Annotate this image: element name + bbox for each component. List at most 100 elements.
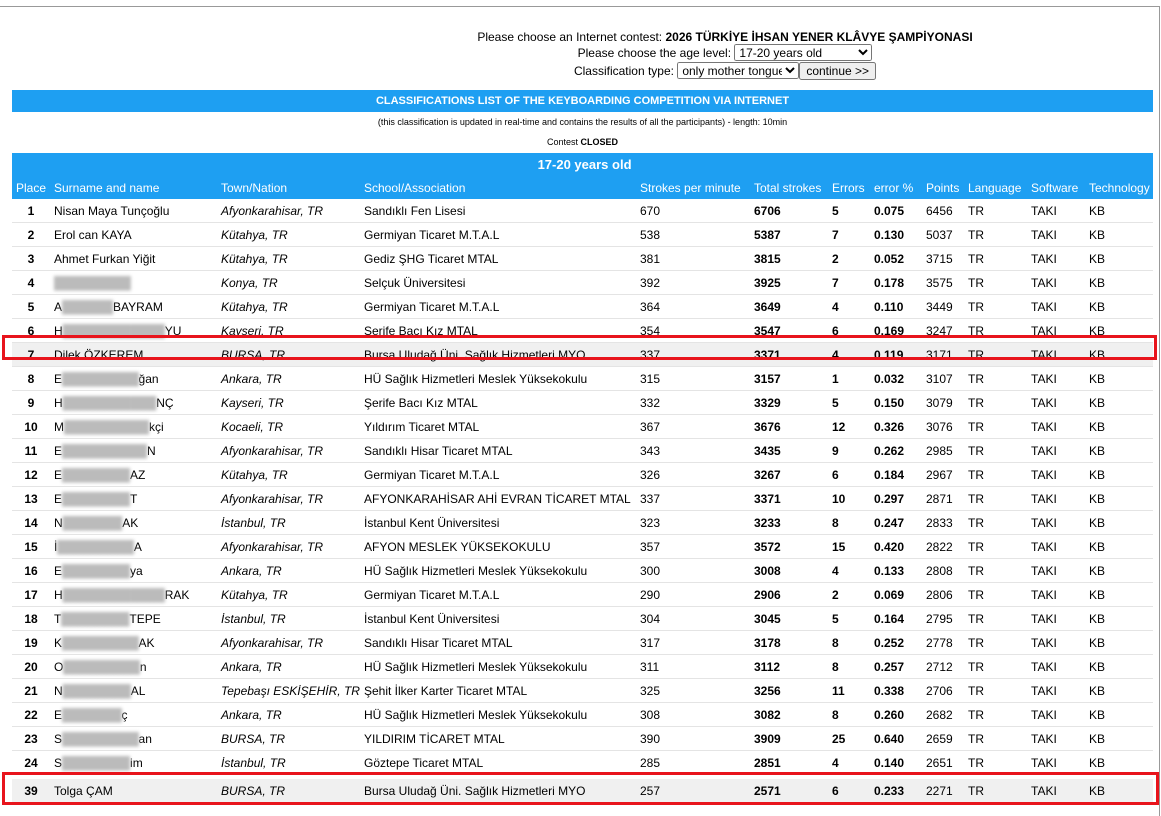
continue-button[interactable]: continue >>: [799, 62, 877, 80]
cell: 3045: [750, 606, 828, 631]
result-row: 15 İ█████████A Afyonkarahisar, TR AFYON MES…: [12, 534, 1154, 559]
cell: 11: [828, 678, 870, 703]
cell: 7: [828, 222, 870, 247]
cell: TR: [964, 222, 1027, 247]
cell: 5387: [750, 222, 828, 247]
cell: TAKI: [1027, 462, 1085, 487]
cell: 0.184: [870, 462, 922, 487]
cell: 3715: [922, 246, 964, 271]
cell: 6: [828, 318, 870, 343]
cell: H███████████NÇ: [50, 390, 217, 415]
cell: K█████████AK: [50, 630, 217, 655]
cell: 0.326: [870, 414, 922, 439]
cell: 3371: [750, 486, 828, 511]
cell: 2682: [922, 702, 964, 727]
cell: 12: [828, 414, 870, 439]
result-row: 19 K█████████AK Afyonkarahisar, TR Sandıklı…: [12, 630, 1154, 655]
cell: KB: [1085, 438, 1154, 463]
header-row: Place Surname and name Town/Nation School/A…: [12, 176, 1154, 199]
cell: M██████████kçi: [50, 414, 217, 439]
cell: 3676: [750, 414, 828, 439]
cell: 2906: [750, 582, 828, 607]
cell: 308: [636, 702, 750, 727]
cell: 3112: [750, 654, 828, 679]
cell: TAKI: [1027, 654, 1085, 679]
cell: Kayseri, TR: [217, 318, 360, 343]
cell: 8: [828, 702, 870, 727]
cell: 3178: [750, 630, 828, 655]
cell: Gediz ŞHG Ticaret MTAL: [360, 246, 636, 271]
cell: 3267: [750, 462, 828, 487]
cell: 6: [828, 462, 870, 487]
cell: 10: [828, 486, 870, 511]
cell: TAKI: [1027, 318, 1085, 343]
cell: 0.247: [870, 510, 922, 535]
cell: TAKI: [1027, 582, 1085, 607]
result-row: 9 H███████████NÇ Kayseri, TR Şerife Bacı Kı…: [12, 390, 1154, 415]
cell: 285: [636, 750, 750, 775]
cell: KB: [1085, 678, 1154, 703]
age-select[interactable]: 17-20 years old: [734, 44, 873, 61]
cell: 3572: [750, 534, 828, 559]
cell: 7: [828, 270, 870, 295]
cell: Nisan Maya Tunçoğlu: [50, 199, 217, 223]
cell: 325: [636, 678, 750, 703]
cell: 343: [636, 438, 750, 463]
column-header: Total strokes: [750, 176, 828, 199]
cell: Dilek ÖZKEREM: [50, 342, 217, 367]
result-row: 6 H████████████YU Kayseri, TR Şerife Bacı K…: [12, 318, 1154, 343]
cell: TR: [964, 779, 1027, 803]
cell: 3371: [750, 342, 828, 367]
cell: HÜ Sağlık Hizmetleri Meslek Yüksekokulu: [360, 366, 636, 391]
status: CLOSED: [580, 137, 619, 147]
cell: A██████BAYRAM: [50, 294, 217, 319]
cell: KB: [1085, 462, 1154, 487]
cell: S████████im: [50, 750, 217, 775]
cell: 3233: [750, 510, 828, 535]
cell: 0.260: [870, 702, 922, 727]
result-row: 3 Ahmet Furkan Yiğit Kütahya, TR Gediz ŞHG …: [12, 246, 1154, 271]
column-header: Technology: [1085, 176, 1154, 199]
cell: 337: [636, 342, 750, 367]
group-row: 17-20 years old: [12, 153, 1154, 176]
cell: Kütahya, TR: [217, 582, 360, 607]
cell: TR: [964, 702, 1027, 727]
cell: █████████: [50, 270, 217, 295]
cell: TAKI: [1027, 294, 1085, 319]
cell: Germiyan Ticaret M.T.A.L: [360, 582, 636, 607]
cell: 11: [12, 438, 50, 463]
cell: Kocaeli, TR: [217, 414, 360, 439]
cell: Ahmet Furkan Yiğit: [50, 246, 217, 271]
cell: Şehit İlker Karter Ticaret MTAL: [360, 678, 636, 703]
cell: 300: [636, 558, 750, 583]
cell: TAKI: [1027, 779, 1085, 803]
cell: 8: [828, 630, 870, 655]
cell: 25: [828, 726, 870, 751]
cell: N████████AL: [50, 678, 217, 703]
cell: İstanbul Kent Üniversitesi: [360, 510, 636, 535]
cell: 3157: [750, 366, 828, 391]
cell: TR: [964, 246, 1027, 271]
cell: 15: [828, 534, 870, 559]
cell: 337: [636, 486, 750, 511]
cell: S█████████an: [50, 726, 217, 751]
cell: İstanbul, TR: [217, 750, 360, 775]
cell: 3171: [922, 342, 964, 367]
cell: 3649: [750, 294, 828, 319]
cell: 9: [12, 390, 50, 415]
result-row: 14 N███████AK İstanbul, TR İstanbul Kent Ün…: [12, 510, 1154, 535]
cell: Germiyan Ticaret M.T.A.L: [360, 294, 636, 319]
cell: 5: [828, 606, 870, 631]
cell: KB: [1085, 750, 1154, 775]
cell: 311: [636, 654, 750, 679]
label: Classification type:: [573, 64, 674, 78]
cell: KB: [1085, 414, 1154, 439]
cell: İstanbul, TR: [217, 606, 360, 631]
cell: 5: [828, 390, 870, 415]
cell: 2985: [922, 438, 964, 463]
cell: TR: [964, 438, 1027, 463]
cell: TR: [964, 606, 1027, 631]
cell: TAKI: [1027, 606, 1085, 631]
class-select[interactable]: only mother tongue: [677, 62, 800, 79]
cell: 13: [12, 486, 50, 511]
